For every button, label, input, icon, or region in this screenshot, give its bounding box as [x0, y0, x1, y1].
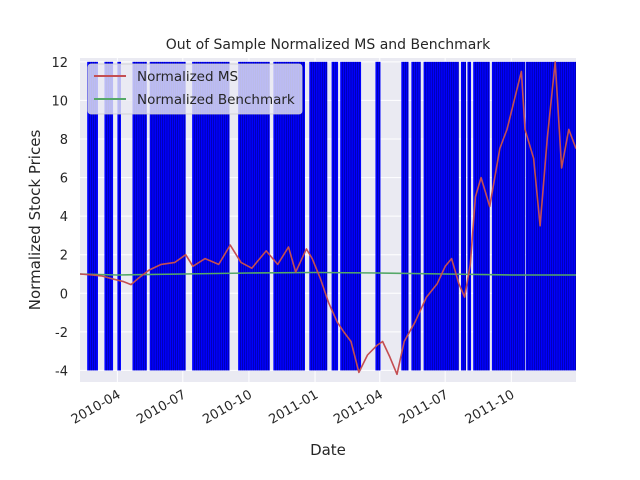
x-tick-label: 2010-04: [69, 387, 124, 427]
signal-bar: [423, 61, 459, 371]
x-tick-label: 2010-07: [134, 387, 189, 427]
series-line: [80, 271, 576, 276]
y-tick-label: 12: [51, 56, 68, 71]
x-tick-label: 2011-10: [463, 387, 518, 427]
signal-bar: [340, 61, 362, 371]
y-tick-label: -2: [55, 326, 68, 341]
signal-bar: [401, 61, 409, 371]
x-tick-label: 2011-07: [397, 387, 452, 427]
series-line: [80, 61, 576, 376]
signal-bar: [467, 61, 472, 371]
x-axis-ticks: 2010-04 2010-07 2010-10 2011-01 2011-04 2011-…: [69, 387, 517, 427]
signal-bar: [411, 61, 421, 371]
y-axis-ticks: -4 -2 0 2 4 6 8 10 12: [51, 56, 68, 380]
x-tick-label: 2010-10: [200, 387, 255, 427]
legend-label-benchmark: Normalized Benchmark: [137, 92, 295, 108]
x-axis-label: Date: [310, 441, 346, 459]
x-tick-label: 2011-01: [267, 387, 322, 427]
y-tick-label: 10: [51, 94, 68, 109]
signal-bar: [331, 61, 339, 371]
legend-box: [87, 63, 303, 115]
signal-bar: [375, 61, 381, 371]
series-lines: [80, 61, 576, 376]
signal-bar: [460, 61, 467, 371]
y-tick-label: 2: [60, 249, 68, 264]
y-axis-label: Normalized Stock Prices: [26, 130, 44, 311]
y-tick-label: 0: [60, 287, 68, 302]
x-tick-label: 2011-04: [331, 387, 386, 427]
y-tick-label: 4: [60, 210, 68, 225]
y-tick-label: 6: [60, 172, 68, 187]
signal-bar: [491, 61, 525, 371]
y-tick-label: -4: [55, 364, 68, 379]
y-tick-label: 8: [60, 133, 68, 148]
chart-title: Out of Sample Normalized MS and Benchmar…: [166, 37, 491, 53]
legend: Normalized MS Normalized Benchmark: [87, 63, 303, 115]
legend-label-ms: Normalized MS: [137, 69, 238, 85]
signal-bar: [87, 61, 98, 371]
signal-bar: [473, 61, 490, 371]
signal-bar: [117, 61, 121, 371]
